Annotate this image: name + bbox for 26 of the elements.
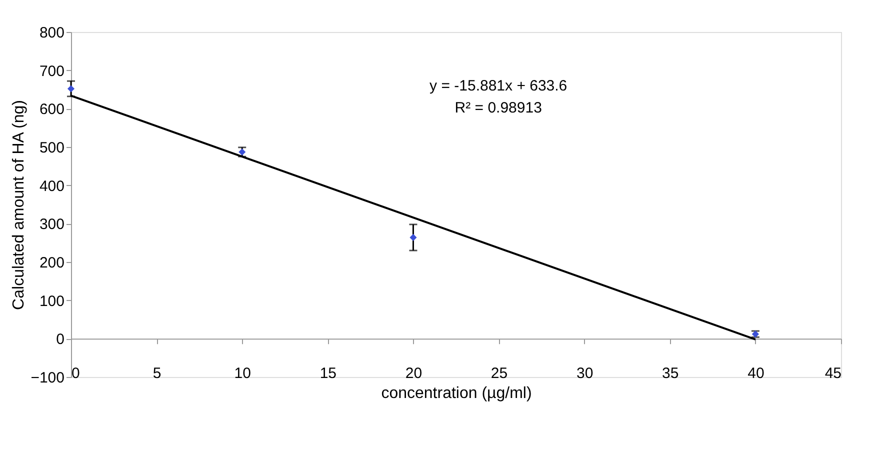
point xyxy=(410,234,417,242)
y-tick-label: 700 xyxy=(39,62,64,80)
x-tick-label: 15 xyxy=(320,365,337,382)
annotation: R² = 0.98913 xyxy=(454,99,542,116)
x-tick-label: 35 xyxy=(662,365,679,382)
x-tick-label: 10 xyxy=(234,365,251,382)
y-tick-label: −100 xyxy=(30,370,64,386)
x-tick-label: 45 xyxy=(824,365,842,382)
y-tick-label: 500 xyxy=(39,140,64,156)
x-axis-title: concentration (µg/ml) xyxy=(381,385,532,402)
y-tick-label: 400 xyxy=(39,178,64,195)
y-tick-label: 100 xyxy=(39,292,64,310)
y-tick-label: 200 xyxy=(39,254,64,272)
x-tick-label: 30 xyxy=(576,365,594,382)
y-axis-title: Calculated amount of HA (ng) xyxy=(10,100,28,310)
y-tick-label: 800 xyxy=(39,24,64,42)
x-tick-label: 40 xyxy=(748,365,764,382)
x-tick-label: 25 xyxy=(490,365,508,382)
x-tick-label: 5 xyxy=(152,365,162,382)
x-tick-label: 20 xyxy=(405,365,422,382)
annotation: y = -15.881x + 633.6 xyxy=(430,77,568,94)
y-tick-label: 0 xyxy=(56,331,64,348)
x-tick-label: 0 xyxy=(72,365,80,382)
point xyxy=(67,85,75,92)
y-tick-label: 300 xyxy=(39,216,64,234)
y-tick-label: 600 xyxy=(39,101,64,118)
